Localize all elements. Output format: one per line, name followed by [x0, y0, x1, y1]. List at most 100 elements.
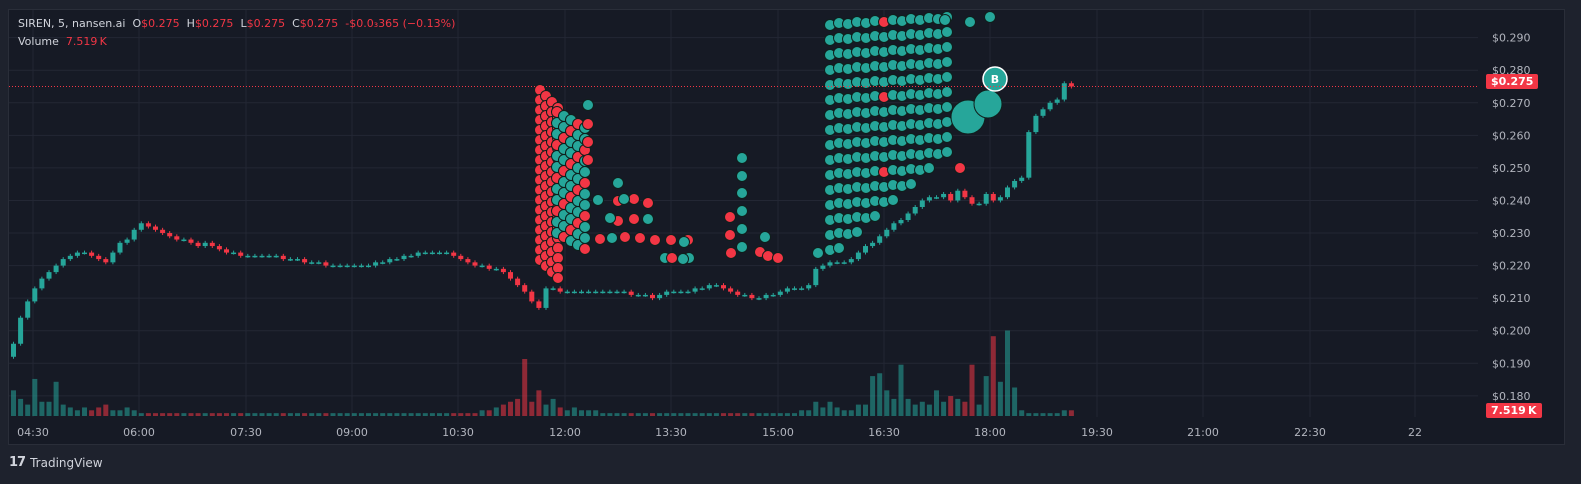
ohlc-legend: SIREN, 5, nansen.ai O$0.275 H$0.275 L$0.… [18, 17, 455, 30]
symbol-label[interactable]: SIREN, 5, nansen.ai [18, 17, 126, 30]
low-value: $0.275 [246, 17, 286, 30]
candle [1068, 83, 1074, 87]
volume-bar [713, 413, 719, 416]
candle [579, 291, 584, 294]
volume-bar [387, 413, 393, 416]
price-tick-label: $0.280 [1492, 64, 1531, 77]
price-tick-label: $0.230 [1492, 227, 1531, 240]
candle [160, 229, 166, 234]
candle [898, 220, 904, 224]
volume-bar [259, 413, 265, 416]
volume-bar [309, 413, 315, 416]
volume-bar [46, 401, 52, 416]
price-tick-label: $0.220 [1492, 260, 1531, 273]
volume-bar [841, 410, 847, 416]
sell-marker [628, 213, 640, 225]
volume-bar [429, 413, 435, 416]
volume-bar [877, 373, 883, 416]
candle [145, 223, 151, 227]
volume-bar [792, 413, 797, 416]
volume-bar [252, 413, 258, 416]
volume-bar [238, 413, 244, 416]
volume-bar [557, 407, 563, 416]
buy-marker [984, 11, 996, 23]
buy-marker [677, 253, 689, 265]
candle [671, 291, 677, 294]
time-axis[interactable]: 04:30 06:00 07:30 09:00 10:30 12:00 13:30 15:00… [17, 426, 1422, 439]
candle [934, 197, 939, 199]
volume-bar [195, 413, 201, 416]
candle [437, 252, 442, 255]
last-price-tag: $0.275 [1486, 74, 1539, 89]
volume-bar [131, 410, 137, 416]
volume-bar [39, 401, 45, 416]
volume-bar [117, 410, 123, 416]
buy-marker [606, 232, 618, 244]
volume-bar [1054, 413, 1060, 416]
volume-bar [1061, 410, 1067, 416]
candle [266, 255, 272, 258]
sell-marker [665, 234, 677, 246]
candle [224, 249, 229, 253]
volume-bar [586, 410, 592, 416]
chart-frame[interactable] [8, 9, 1565, 445]
volume-bar [273, 413, 279, 416]
price-axis[interactable]: $0.290 $0.280 $0.270 $0.260 $0.250 $0.240 $0.2… [1492, 32, 1531, 403]
volume-bar [962, 401, 968, 416]
time-tick-label: 22:30 [1294, 426, 1326, 439]
candle [330, 265, 336, 268]
volume-bar [486, 410, 492, 416]
candle [706, 285, 712, 289]
candle [983, 193, 989, 204]
candle [11, 343, 16, 357]
candle [458, 255, 464, 260]
candle [323, 262, 329, 266]
volume-bar [167, 413, 173, 416]
candle [18, 317, 24, 344]
buy-marker [736, 187, 748, 199]
high-label: H [186, 17, 195, 30]
candle [713, 285, 719, 287]
candle [82, 252, 87, 255]
volume-bar [500, 404, 506, 416]
volume-bar [579, 410, 584, 416]
volume-bar [60, 404, 66, 416]
sell-marker [619, 231, 631, 243]
tradingview-brand[interactable]: 17 TradingView [9, 455, 103, 470]
volume-bar [1005, 330, 1010, 416]
candle [131, 229, 137, 240]
volume-bar [138, 413, 144, 416]
candle [25, 301, 31, 318]
time-tick-label: 04:30 [17, 426, 49, 439]
buy-label: B [991, 73, 999, 86]
volume-bar [635, 413, 641, 416]
volume-bar [664, 413, 670, 416]
candle [202, 242, 208, 247]
candle [735, 291, 741, 295]
volume-label[interactable]: Volume [18, 35, 59, 48]
buy-marker [736, 205, 748, 217]
candle [834, 262, 840, 264]
sell-marker [594, 233, 606, 245]
candles [11, 81, 1074, 359]
buy-marker [905, 178, 917, 190]
volume-bar [110, 410, 116, 416]
candle [948, 193, 954, 201]
volume-bar [543, 404, 549, 416]
candle [877, 236, 883, 243]
time-tick-label: 10:30 [442, 426, 474, 439]
candle [422, 252, 428, 255]
volume-bar [806, 410, 812, 416]
buy-marker [941, 26, 953, 38]
volume-bar [657, 413, 663, 416]
candle [1054, 99, 1060, 103]
volume-bar [394, 413, 400, 416]
candle [941, 193, 947, 198]
candle [529, 291, 535, 302]
candle [635, 294, 641, 297]
volume-bar [742, 413, 748, 416]
volume-bar [472, 413, 478, 416]
change-value: -$0.0₃365 (−0.13%) [345, 17, 456, 30]
buy-marker [941, 56, 953, 68]
